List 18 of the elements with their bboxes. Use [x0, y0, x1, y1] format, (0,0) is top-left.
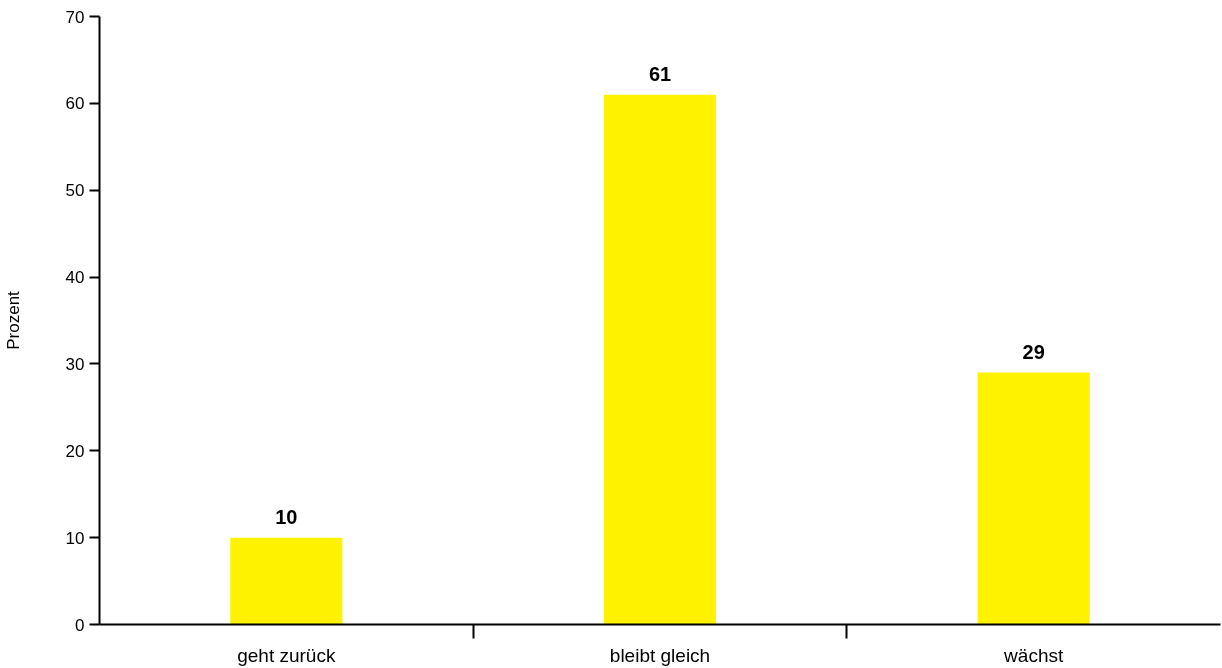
x-tick-label: wächst — [1003, 644, 1064, 666]
data-label: 29 — [1022, 340, 1045, 363]
y-tick-label: 60 — [65, 94, 85, 114]
bar — [230, 537, 343, 625]
y-tick-label: 10 — [65, 528, 85, 548]
data-label: 10 — [275, 505, 298, 528]
y-tick-label: 70 — [65, 7, 85, 27]
y-tick-label: 40 — [65, 268, 85, 288]
y-axis-title: Prozent — [3, 290, 23, 350]
data-label: 61 — [648, 62, 672, 85]
bar — [977, 372, 1090, 625]
y-tick-label: 20 — [65, 441, 85, 461]
y-tick-label: 30 — [65, 354, 85, 374]
y-tick-label: 50 — [65, 181, 85, 201]
x-tick-label: geht zurück — [237, 644, 336, 666]
bar — [603, 94, 717, 625]
y-tick-label: 0 — [75, 615, 85, 635]
x-tick-label: bleibt gleich — [609, 644, 711, 666]
